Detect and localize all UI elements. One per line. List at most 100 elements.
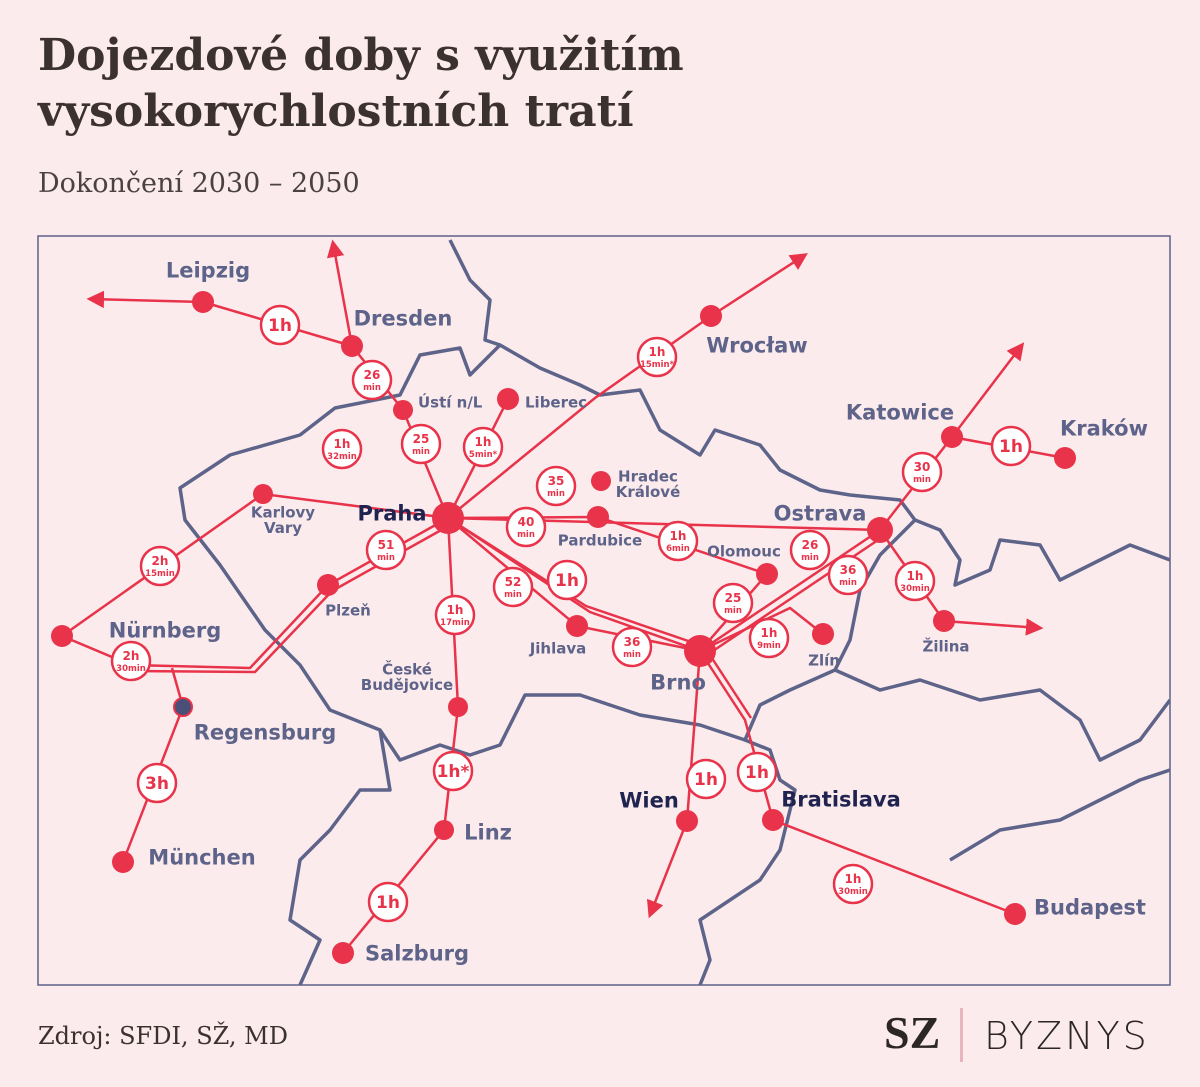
- time-badge: [492, 566, 534, 608]
- time-label: 52: [505, 575, 522, 589]
- city-label: Dresden: [354, 306, 453, 330]
- time-label: 1h: [555, 571, 579, 591]
- time-label: 25: [725, 591, 742, 605]
- rail-line: [326, 239, 354, 347]
- time-badge: [832, 863, 874, 905]
- map-frame: [37, 235, 1171, 986]
- city-dot: [448, 697, 468, 717]
- time-badge: [685, 758, 727, 800]
- time-label: 36: [840, 563, 857, 577]
- logo: SZ: [884, 1007, 941, 1058]
- time-label: 5min*: [469, 450, 498, 460]
- city-dot: [341, 335, 363, 357]
- time-label: 1h: [761, 626, 778, 640]
- rail-line: [699, 528, 881, 653]
- time-badge: [432, 750, 474, 792]
- city-label: Regensburg: [194, 720, 337, 744]
- time-label: 30min: [900, 584, 930, 594]
- time-badge: [136, 762, 178, 804]
- city-label: Zlín: [808, 651, 840, 669]
- czech-border: [178, 343, 917, 762]
- subtitle: Dokončení 2030 – 2050: [38, 168, 360, 199]
- city-label: Vary: [264, 519, 302, 537]
- city-dot-dark: [173, 697, 193, 717]
- city-label: Budějovice: [361, 676, 453, 694]
- rail-line: [86, 290, 204, 309]
- city-label: Králové: [616, 483, 681, 501]
- time-badge: [748, 617, 790, 659]
- time-label: 36: [624, 635, 641, 649]
- city-dot: [393, 400, 413, 420]
- south-border: [949, 768, 1170, 862]
- city-label: Ústí n/L: [418, 392, 483, 411]
- city-label: Linz: [464, 820, 512, 844]
- city-label: Ostrava: [774, 501, 867, 525]
- time-label: 9min: [757, 641, 781, 651]
- city-label: Karlovy: [251, 503, 315, 521]
- city-dot: [676, 810, 698, 832]
- title-line: Dojezdové doby s využitím: [38, 30, 684, 81]
- time-label: 1h: [376, 893, 400, 913]
- time-label: 1h*: [437, 762, 470, 782]
- time-label: 1h: [475, 435, 492, 449]
- city-dot: [700, 305, 722, 327]
- time-label: 30min: [116, 664, 146, 674]
- city-label: Katowice: [846, 400, 954, 424]
- city-label: Pardubice: [558, 531, 642, 549]
- time-label: min: [363, 383, 381, 393]
- time-label: 51: [378, 538, 395, 552]
- city-label: Nürnberg: [109, 618, 222, 642]
- title: Dojezdové doby s využitím vysokorychlost…: [38, 28, 684, 140]
- time-label: 30: [914, 460, 931, 474]
- time-badge: [636, 336, 678, 378]
- time-label: min: [913, 475, 931, 485]
- time-label: 1h: [845, 872, 862, 886]
- time-label: 30min: [838, 887, 868, 897]
- time-badge: [901, 451, 943, 493]
- time-label: 1h: [670, 529, 687, 543]
- city-label: Leipzig: [166, 258, 250, 282]
- time-label: min: [839, 578, 857, 588]
- city-dot: [566, 615, 588, 637]
- austria-border: [288, 729, 392, 985]
- time-label: min: [517, 530, 535, 540]
- time-badge: [990, 425, 1032, 467]
- time-label: 1h: [999, 437, 1023, 457]
- city-dot: [1004, 903, 1026, 925]
- travel-times: 1h26min25min1h5min*1h32min2h15min51min2h…: [110, 304, 1032, 923]
- city-dot: [497, 388, 519, 410]
- city-label: Liberec: [525, 393, 587, 411]
- time-label: 32min: [327, 452, 357, 462]
- city-label: Kraków: [1060, 416, 1148, 440]
- city-dot: [253, 484, 273, 504]
- time-badge: [657, 520, 699, 562]
- source: Zdroj: SFDI, SŽ, MD: [38, 1022, 288, 1050]
- time-badge: [611, 626, 653, 668]
- time-label: min: [724, 606, 742, 616]
- time-label: 1h: [907, 569, 924, 583]
- time-label: min: [377, 553, 395, 563]
- time-label: 1h: [447, 603, 464, 617]
- time-label: 25: [413, 432, 430, 446]
- city-label: Wien: [619, 788, 679, 812]
- brand: BYZNYS: [984, 1014, 1150, 1058]
- title-line: vysokorychlostních tratí: [38, 86, 634, 137]
- rail-line: [61, 516, 449, 670]
- time-label: 35: [548, 474, 565, 488]
- time-badge: [400, 423, 442, 465]
- time-label: 1h: [649, 345, 666, 359]
- time-badge: [505, 506, 547, 548]
- poland-slovakia-border: [914, 518, 1170, 587]
- time-badge: [894, 560, 936, 602]
- city-label: Brno: [650, 670, 706, 694]
- time-badge: [321, 428, 363, 470]
- city-dot: [112, 851, 134, 873]
- rail-line: [699, 606, 824, 653]
- time-label: 1h: [268, 316, 292, 336]
- time-label: 2h: [152, 554, 169, 568]
- rail-line: [447, 516, 701, 647]
- time-label: 3h: [145, 774, 169, 794]
- city-label: Bratislava: [781, 787, 901, 811]
